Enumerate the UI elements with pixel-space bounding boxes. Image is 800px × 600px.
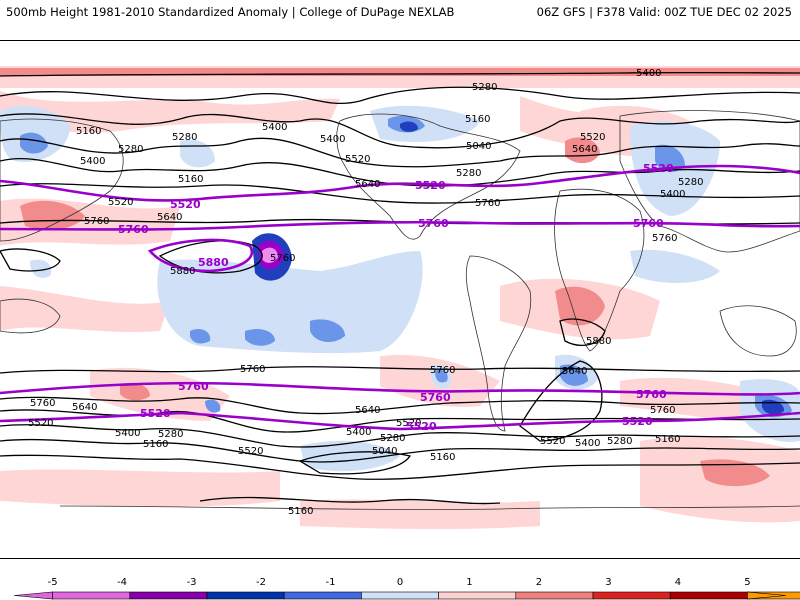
label-5400: 5400	[80, 156, 105, 167]
label-5280: 5280	[118, 144, 143, 155]
label-5640: 5640	[572, 144, 597, 155]
purple-label-5760: 5760	[118, 223, 149, 236]
label-5880: 5880	[170, 266, 195, 277]
colorbar-swatch	[592, 591, 671, 600]
label-5640: 5640	[562, 366, 587, 377]
label-5520: 5520	[540, 436, 565, 447]
colorbar-tick-label: -2	[256, 577, 266, 588]
colorbar-swatch	[438, 591, 517, 600]
colorbar-swatch	[52, 591, 131, 600]
colorbar-tick-label: 0	[397, 577, 403, 588]
contour-labels: 5400 5280 5160 5280 5400 5400 5160 5280 …	[28, 68, 703, 517]
label-5760: 5760	[475, 198, 500, 209]
label-5760: 5760	[84, 216, 109, 227]
label-5640: 5640	[355, 405, 380, 416]
run-info: 06Z GFS | F378 Valid: 00Z TUE DEC 02 202…	[536, 5, 792, 19]
strong-negative-anomaly	[252, 121, 785, 415]
label-5040: 5040	[372, 446, 397, 457]
colorbar-swatches	[13, 591, 800, 600]
colorbar: -5 -4 -3 -2 -1 0 1 2 3 4 5	[0, 570, 800, 600]
label-5640: 5640	[355, 179, 380, 190]
label-5520: 5520	[108, 197, 133, 208]
map-canvas: 5400 5280 5160 5280 5400 5400 5160 5280 …	[0, 41, 800, 558]
label-5520: 5520	[238, 446, 263, 457]
label-5160: 5160	[143, 439, 168, 450]
colorbar-swatch	[515, 591, 594, 600]
colorbar-swatch	[206, 591, 285, 600]
label-5400: 5400	[346, 427, 371, 438]
key-contours-purple	[0, 164, 800, 431]
colorbar-canvas: -5 -4 -3 -2 -1 0 1 2 3 4 5	[13, 577, 800, 600]
colorbar-max-arrow	[747, 591, 787, 600]
colorbar-swatch	[129, 591, 208, 600]
purple-label-5520: 5520	[170, 198, 201, 211]
label-5400: 5400	[660, 189, 685, 200]
label-5160: 5160	[430, 452, 455, 463]
coastlines	[0, 110, 800, 510]
label-5280: 5280	[472, 82, 497, 93]
purple-contour-labels: 5520 5520 5520 5760 5760 5760 5880 5760 …	[118, 162, 674, 433]
map-title: 500mb Height 1981-2010 Standardized Anom…	[6, 5, 455, 19]
label-5160: 5160	[655, 434, 680, 445]
label-5160: 5160	[76, 126, 101, 137]
label-5280: 5280	[172, 132, 197, 143]
label-5760: 5760	[270, 253, 295, 264]
colorbar-tick-label: 2	[536, 577, 542, 588]
purple-label-5880: 5880	[198, 256, 229, 269]
purple-label-5520: 5520	[622, 415, 653, 428]
label-5640: 5640	[72, 402, 97, 413]
label-5160: 5160	[178, 174, 203, 185]
header: 500mb Height 1981-2010 Standardized Anom…	[0, 0, 800, 22]
label-5520: 5520	[345, 154, 370, 165]
colorbar-tick-label: 5	[744, 577, 750, 588]
colorbar-swatch	[283, 591, 362, 600]
colorbar-min-arrow	[13, 591, 53, 600]
label-5160: 5160	[465, 114, 490, 125]
label-5760: 5760	[430, 365, 455, 376]
label-5760: 5760	[652, 233, 677, 244]
colorbar-tick-label: -3	[187, 577, 197, 588]
label-5760: 5760	[240, 364, 265, 375]
colorbar-tick-label: 4	[675, 577, 681, 588]
anomaly-map: 5400 5280 5160 5280 5400 5400 5160 5280 …	[0, 40, 800, 559]
label-5520: 5520	[28, 418, 53, 429]
purple-label-5760: 5760	[420, 391, 451, 404]
purple-label-5520: 5520	[643, 162, 674, 175]
label-5520: 5520	[396, 418, 421, 429]
label-5880: 5880	[586, 336, 611, 347]
label-5280: 5280	[456, 168, 481, 179]
label-5160: 5160	[288, 506, 313, 517]
label-5400: 5400	[636, 68, 661, 79]
label-5280: 5280	[678, 177, 703, 188]
colorbar-tick-label: 3	[605, 577, 611, 588]
label-5640: 5640	[157, 212, 182, 223]
colorbar-swatch	[361, 591, 439, 600]
purple-label-5760: 5760	[636, 388, 667, 401]
label-5040: 5040	[466, 141, 491, 152]
colorbar-tick-label: -1	[326, 577, 336, 588]
label-5400: 5400	[320, 134, 345, 145]
label-5400: 5400	[115, 428, 140, 439]
purple-label-5520: 5520	[415, 179, 446, 192]
label-5280: 5280	[158, 429, 183, 440]
label-5760: 5760	[650, 405, 675, 416]
purple-label-5760: 5760	[633, 217, 664, 230]
purple-label-5520: 5520	[140, 407, 171, 420]
label-5400: 5400	[262, 122, 287, 133]
label-5520: 5520	[580, 132, 605, 143]
label-5280: 5280	[607, 436, 632, 447]
purple-label-5520: 5520	[406, 420, 437, 433]
label-5280: 5280	[380, 433, 405, 444]
label-5400: 5400	[575, 438, 600, 449]
label-5760: 5760	[30, 398, 55, 409]
strong-positive-anomaly	[0, 68, 800, 487]
colorbar-ticks: -5 -4 -3 -2 -1 0 1 2 3 4 5	[48, 577, 751, 588]
purple-label-5760: 5760	[418, 217, 449, 230]
purple-label-5760: 5760	[178, 380, 209, 393]
colorbar-swatch	[669, 591, 748, 600]
colorbar-tick-label: -4	[117, 577, 127, 588]
colorbar-tick-label: -5	[48, 577, 58, 588]
colorbar-tick-label: 1	[466, 577, 472, 588]
